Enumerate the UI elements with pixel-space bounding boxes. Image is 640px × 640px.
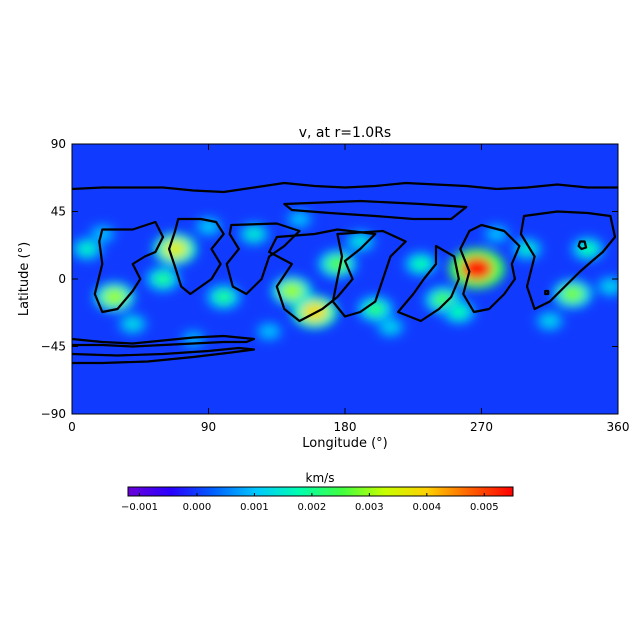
heatmap-hotspot — [280, 282, 304, 300]
heatmap-hotspot — [291, 213, 308, 225]
colorbar-tick-label: 0.005 — [470, 502, 499, 513]
heatmap-hotspot — [153, 271, 173, 287]
heatmap-hotspot — [326, 255, 349, 273]
chart-title: v, at r=1.0Rs — [299, 125, 391, 141]
heatmap-hotspot — [351, 235, 369, 248]
x-axis: 0 90 180 270 360 — [68, 144, 629, 434]
contour-line — [268, 228, 377, 323]
heatmap-hotspot — [103, 288, 126, 306]
contour-line — [72, 334, 256, 348]
heatmap-hotspot — [245, 227, 263, 241]
colorbar: km/s −0.001 0.000 0.001 0.002 0.003 0.004 0.00… — [121, 471, 514, 513]
y-tick-label: 90 — [51, 137, 66, 151]
y-tick-label: −90 — [41, 407, 66, 421]
heatmap-hotspot — [185, 333, 201, 345]
plot-area — [72, 144, 618, 414]
heatmap-hotspot — [261, 325, 277, 338]
colorbar-tick-label: 0.003 — [355, 502, 384, 513]
colorbar-label: km/s — [306, 471, 335, 485]
heatmap-hotspot — [578, 242, 597, 256]
contour-line — [93, 220, 165, 314]
heatmap-hotspot — [214, 289, 234, 305]
x-tick-label: 360 — [607, 420, 630, 434]
y-tick-label: 0 — [58, 272, 66, 286]
heatmap-hotspot — [124, 317, 142, 331]
contour-line — [331, 229, 407, 318]
x-tick-label: 180 — [334, 420, 357, 434]
contour-line — [283, 199, 468, 221]
colorbar-tick-label: −0.001 — [121, 502, 158, 513]
y-tick-label: −45 — [41, 340, 66, 354]
heatmap-hotspot — [200, 220, 217, 233]
colorbar-ticks: −0.001 0.000 0.001 0.002 0.003 0.004 0.005 — [121, 493, 499, 513]
contour-line — [225, 222, 301, 296]
heatmap-hotspot — [541, 314, 558, 328]
heatmap-hotspot — [411, 257, 431, 271]
heatmap-hotspot — [365, 301, 386, 317]
heatmap-hotspot — [78, 242, 97, 256]
x-tick-label: 90 — [201, 420, 216, 434]
y-axis-label: Latitude (°) — [17, 242, 32, 316]
y-tick-label: 45 — [51, 205, 66, 219]
heatmap-hotspot — [162, 239, 188, 259]
colorbar-tick-label: 0.002 — [298, 502, 327, 513]
y-axis: 90 45 0 −45 −90 — [41, 137, 618, 421]
contour-line — [168, 217, 225, 296]
contour-line — [72, 181, 618, 194]
x-axis-label: Longitude (°) — [302, 436, 387, 451]
colorbar-tick-label: 0.000 — [183, 502, 212, 513]
heatmap-hotspot — [94, 228, 111, 240]
heatmap-hotspot — [602, 280, 618, 293]
contour-line — [459, 223, 521, 314]
heatmap-hotspot — [382, 320, 399, 334]
colorbar-gradient — [127, 486, 514, 497]
contour-line — [519, 210, 617, 311]
colorbar-tick-label: 0.001 — [240, 502, 269, 513]
contour-line — [544, 289, 550, 296]
contour-line — [72, 346, 256, 365]
x-tick-label: 0 — [68, 420, 76, 434]
x-tick-label: 270 — [470, 420, 493, 434]
contour-line — [397, 244, 460, 323]
contour-line — [577, 240, 588, 251]
heatmap-hotspot — [449, 305, 469, 319]
heatmap-hotspot — [561, 285, 584, 303]
contour-lines — [72, 181, 618, 365]
colorbar-tick-label: 0.004 — [412, 502, 441, 513]
